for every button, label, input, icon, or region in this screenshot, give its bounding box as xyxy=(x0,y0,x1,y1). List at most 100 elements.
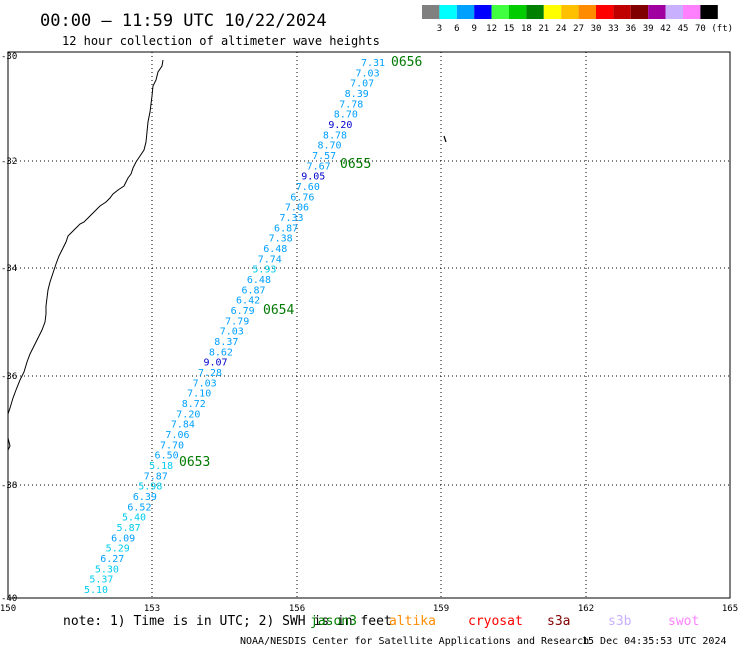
legend-label: 15 xyxy=(504,24,515,34)
pass-time-label: 0654 xyxy=(263,303,294,318)
legend-label: 9 xyxy=(471,24,476,34)
pass-time-label: 0653 xyxy=(179,455,210,470)
legend-swatch xyxy=(456,5,475,19)
lon-tick-label: 150 xyxy=(0,604,16,614)
wave-height-label: 7.74 xyxy=(258,254,282,265)
wave-height-label: 9.20 xyxy=(328,120,352,131)
wave-height-label: 5.29 xyxy=(106,544,130,555)
legend-swatch xyxy=(700,5,718,19)
legend-swatch xyxy=(648,5,666,19)
legend-label: 18 xyxy=(521,24,532,34)
wave-height-label: 7.07 xyxy=(350,79,374,90)
lat-tick-label: -34 xyxy=(1,264,17,274)
wave-height-label: 7.79 xyxy=(225,316,249,327)
wave-height-label: 5.98 xyxy=(138,482,162,493)
legend-swatch xyxy=(596,5,614,19)
legend-label: 42 xyxy=(660,24,671,34)
legend-label: 3 xyxy=(437,24,442,34)
satellite-label: swot xyxy=(668,614,699,629)
legend-swatch xyxy=(526,5,544,19)
lon-tick-label: 162 xyxy=(578,604,594,614)
wave-height-label: 7.67 xyxy=(307,161,331,172)
legend-swatch xyxy=(665,5,683,19)
page-title: 00:00 – 11:59 UTC 10/22/2024 xyxy=(40,11,327,31)
wave-height-legend: 3 6 9 12 15 18 21 24 27 30 33 36 39 42 45 70 (ft) xyxy=(422,5,733,34)
wave-height-label: 7.60 xyxy=(296,182,320,193)
wave-height-label: 5.18 xyxy=(149,461,173,472)
wave-height-label: 8.70 xyxy=(334,110,358,121)
wave-height-label: 6.50 xyxy=(155,451,179,462)
lon-tick-label: 165 xyxy=(722,604,738,614)
lon-tick-label: 159 xyxy=(433,604,449,614)
wave-height-label: 7.03 xyxy=(356,68,380,79)
legend-label: 33 xyxy=(608,24,619,34)
wave-height-label: 6.87 xyxy=(274,223,298,234)
legend-unit: (ft) xyxy=(711,24,733,34)
generated-timestamp: 15 Dec 04:35:53 UTC 2024 xyxy=(582,636,727,647)
legend-label: 36 xyxy=(625,24,636,34)
legend-swatch xyxy=(613,5,631,19)
wave-height-label: 6.48 xyxy=(263,244,287,255)
wave-height-label: 6.52 xyxy=(127,502,151,513)
legend-swatch xyxy=(439,5,457,19)
legend-swatch xyxy=(683,5,701,19)
wave-height-label: 5.93 xyxy=(252,265,276,276)
legend-swatch xyxy=(630,5,649,19)
page-subtitle: 12 hour collection of altimeter wave hei… xyxy=(62,34,380,48)
wave-height-label: 6.87 xyxy=(241,285,265,296)
legend-swatch xyxy=(561,5,579,19)
wave-height-label: 9.05 xyxy=(301,172,325,183)
wave-height-label: 7.78 xyxy=(339,99,363,110)
wave-height-label: 7.28 xyxy=(198,368,222,379)
legend-label: 24 xyxy=(556,24,567,34)
wave-height-label: 7.70 xyxy=(160,440,184,451)
lat-tick-label: -36 xyxy=(1,372,17,382)
wave-height-label: 7.57 xyxy=(312,151,336,162)
wave-height-label: 8.39 xyxy=(345,89,369,100)
legend-label: 27 xyxy=(573,24,584,34)
wave-height-label: 7.06 xyxy=(285,203,309,214)
wave-height-label: 7.20 xyxy=(176,409,200,420)
legend-label: 30 xyxy=(591,24,602,34)
footer-note: note: 1) Time is in UTC; 2) SWH is in fe… xyxy=(63,614,392,629)
legend-swatch xyxy=(474,5,492,19)
wave-height-label: 5.30 xyxy=(95,564,119,575)
pass-time-label: 0655 xyxy=(340,157,371,172)
wave-height-label: 5.37 xyxy=(89,575,113,586)
legend-label: 45 xyxy=(678,24,689,34)
wave-height-label: 8.62 xyxy=(209,347,233,358)
lat-tick-label: -30 xyxy=(1,52,17,62)
legend-swatch xyxy=(578,5,596,19)
wave-height-label: 8.37 xyxy=(214,337,238,348)
wave-height-label: 5.87 xyxy=(117,523,141,534)
lat-tick-label: -38 xyxy=(1,481,17,491)
legend-swatch xyxy=(543,5,562,19)
wave-height-label: 5.40 xyxy=(122,513,146,524)
wave-height-label: 9.07 xyxy=(203,358,227,369)
satellite-label: s3b xyxy=(608,614,632,629)
wave-height-label: 7.87 xyxy=(144,471,168,482)
legend-label: 12 xyxy=(486,24,497,34)
legend-label: 70 xyxy=(695,24,706,34)
wave-height-label: 6.76 xyxy=(290,192,314,203)
satellite-label: s3a xyxy=(547,614,570,629)
satellite-label: altika xyxy=(389,614,436,629)
satellite-label: jason3 xyxy=(310,614,357,629)
wave-height-label: 6.48 xyxy=(247,275,271,286)
coastline xyxy=(7,59,164,415)
legend-swatch xyxy=(422,5,440,19)
satellite-legend: jason3 altika cryosat s3a s3b swot xyxy=(310,614,699,629)
wave-height-label: 7.06 xyxy=(165,430,189,441)
wave-height-label: 6.42 xyxy=(236,296,260,307)
wave-height-label: 7.03 xyxy=(193,378,217,389)
wave-height-label: 7.31 xyxy=(361,58,385,69)
wave-height-label: 8.70 xyxy=(318,141,342,152)
lon-tick-label: 153 xyxy=(144,604,160,614)
wave-height-label: 7.33 xyxy=(279,213,303,224)
wave-height-label: 7.03 xyxy=(220,327,244,338)
grid-lines: 150 153 156 159 162 165 -30 -32 -34 -36 -38 -40 xyxy=(0,52,738,614)
legend-swatch xyxy=(509,5,527,19)
legend-label: 39 xyxy=(643,24,654,34)
altimeter-track: 7.317.037.078.397.788.709.208.788.707.57… xyxy=(84,55,422,596)
